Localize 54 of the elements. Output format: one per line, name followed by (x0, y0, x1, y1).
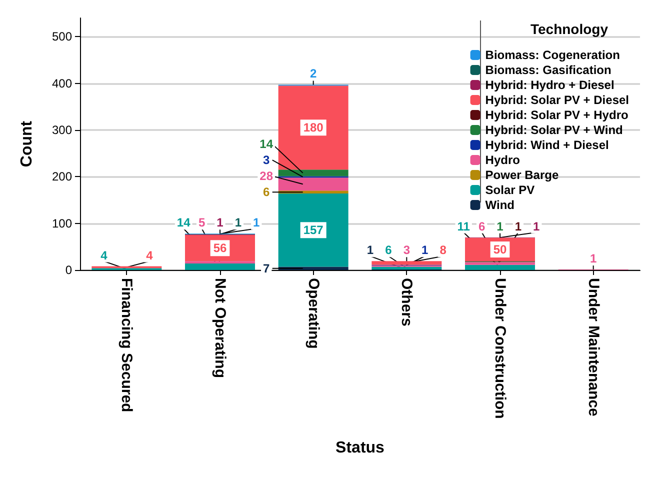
y-tick-label: 300 (52, 123, 72, 137)
data-label: 8 (440, 243, 447, 258)
data-label: 28 (260, 169, 274, 184)
legend-label: Biomass: Cogeneration (485, 48, 620, 62)
data-label: 50 (493, 242, 507, 256)
data-label: 5 (198, 216, 206, 230)
data-label: 4 (146, 248, 154, 262)
data-label: 1 (496, 219, 504, 234)
data-label: 14 (260, 137, 274, 152)
y-tick-label: 100 (52, 216, 72, 230)
legend-label: Wind (485, 198, 514, 212)
data-label: 157 (303, 223, 324, 238)
x-tick-label: Under Construction (492, 278, 508, 419)
data-label: 1 (234, 216, 242, 230)
data-label: 14 (176, 216, 191, 230)
data-label: 1 (590, 252, 597, 266)
legend-label: Hybrid: Solar PV + Hydro (485, 108, 628, 122)
data-label: 1 (422, 243, 429, 258)
data-label: 1 (514, 219, 522, 234)
legend-label: Hybrid: Wind + Diesel (485, 138, 609, 152)
x-tick-label: Under Maintenance (584, 278, 602, 416)
data-label: 56 (213, 241, 227, 256)
data-label: 4 (100, 248, 108, 262)
legend-title: Technology (530, 21, 608, 37)
x-tick-label: Operating (304, 278, 322, 349)
data-label: 2 (310, 66, 317, 81)
data-label: 1 (253, 216, 260, 230)
y-axis-title: Count (18, 120, 36, 168)
legend-label: Biomass: Gasification (485, 63, 612, 77)
y-tick-label: 0 (65, 263, 72, 277)
data-label: 6 (385, 243, 392, 258)
data-label: 3 (262, 153, 270, 168)
y-tick-label: 500 (52, 30, 72, 44)
data-label: 6 (262, 185, 270, 200)
legend-label: Hybrid: Solar PV + Wind (485, 123, 623, 137)
data-label: 1 (216, 216, 224, 230)
legend-label: Hybrid: Hydro + Diesel (485, 78, 614, 92)
data-label: 6 (478, 219, 486, 234)
data-label: 180 (303, 120, 324, 135)
data-label: 7 (262, 261, 270, 276)
legend-label: Solar PV (485, 183, 535, 197)
x-axis-title: Status (336, 440, 385, 456)
legend-label: Hydro (485, 153, 520, 167)
x-tick-label: Others (398, 278, 416, 326)
data-label: 1 (533, 219, 540, 234)
legend-label: Power Barge (485, 168, 559, 182)
data-label: 1 (366, 243, 374, 258)
x-tick-label: Not Operating (212, 278, 228, 378)
legend-label: Hybrid: Solar PV + Diesel (485, 93, 629, 107)
y-tick-label: 200 (52, 170, 72, 184)
data-label: 3 (403, 243, 410, 258)
y-tick-label: 400 (52, 76, 72, 90)
data-label: 11 (457, 219, 470, 234)
x-tick-label: Financing Secured (118, 278, 136, 412)
